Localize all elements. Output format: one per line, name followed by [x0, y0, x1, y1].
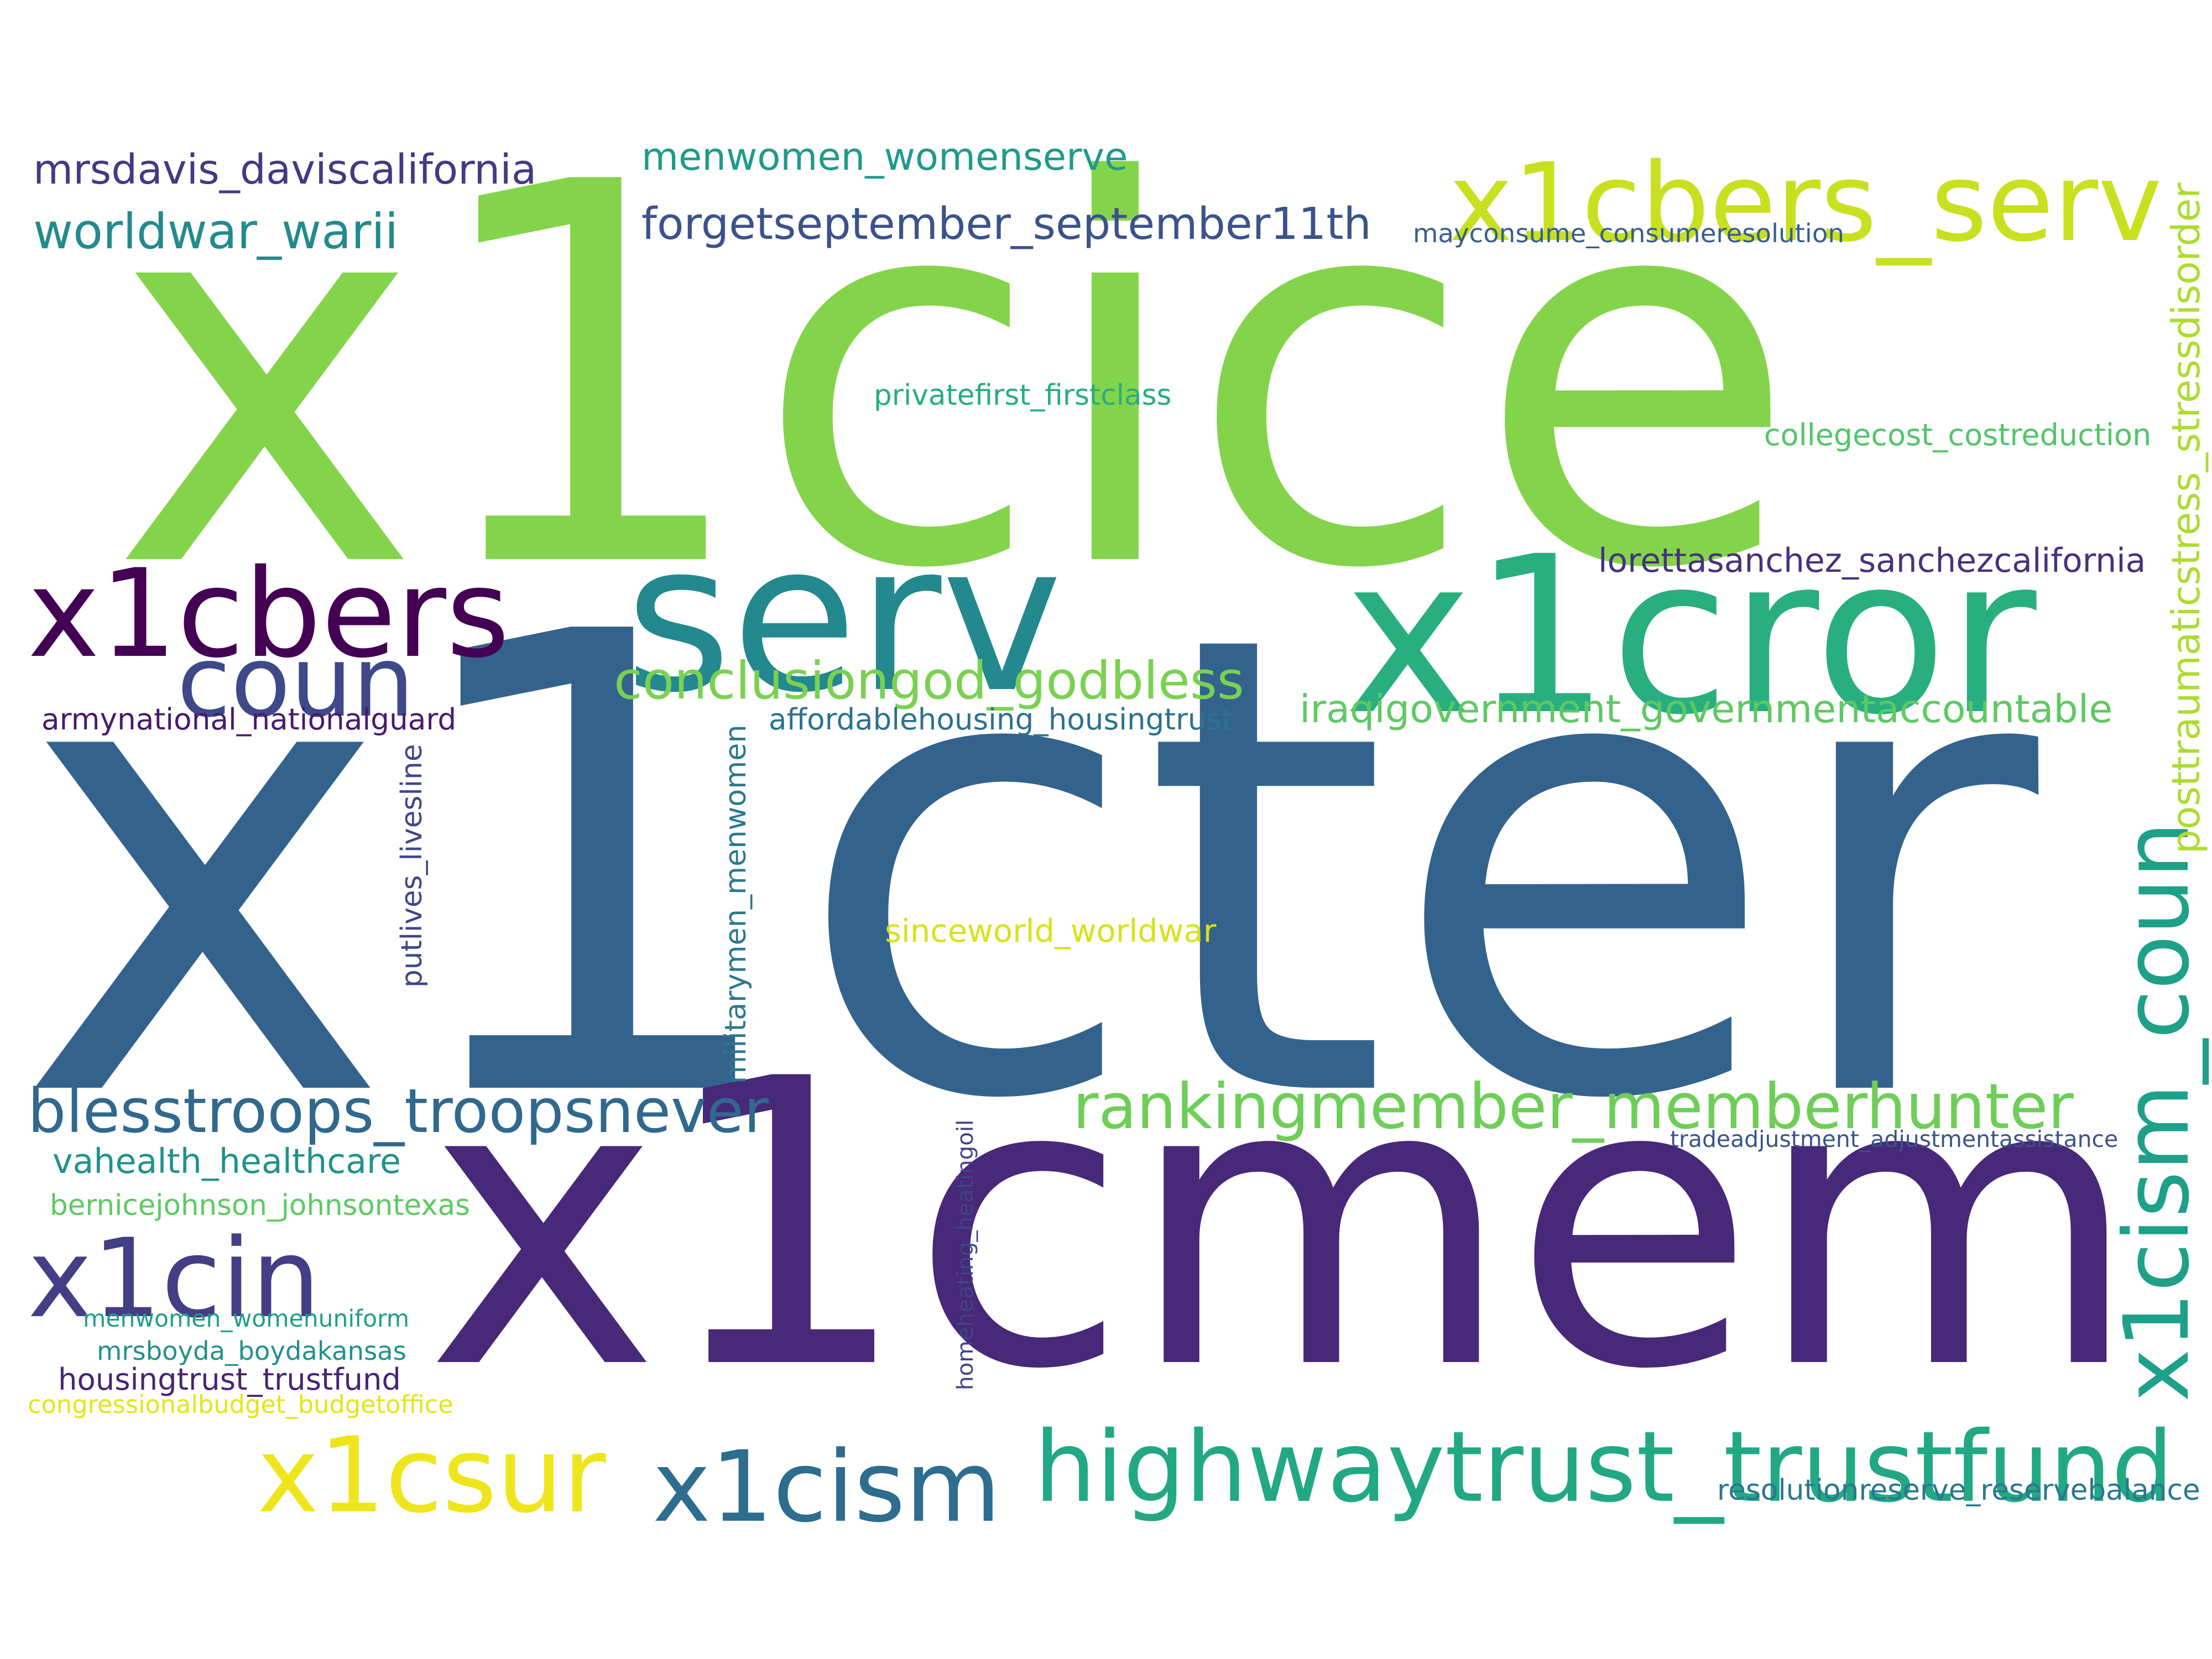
word: affordablehousing_housingtrust: [769, 702, 1234, 737]
word: menwomen_womenuniform: [83, 1306, 410, 1333]
word: collegecost_costreduction: [1764, 418, 2152, 452]
word: serv: [625, 500, 1063, 738]
word: mrsdavis_daviscalifornia: [33, 146, 537, 194]
word: menwomen_womenserve: [641, 135, 1128, 179]
word: bernicejohnson_johnsontexas: [50, 1189, 470, 1222]
word: tradeadjustment_adjustmentassistance: [1670, 1126, 2119, 1152]
word: posttraumaticstress_stressdisorder: [2164, 182, 2209, 854]
word: vahealth_healthcare: [53, 1141, 401, 1181]
word: highwaytrust_trustfund: [1034, 1410, 2174, 1524]
word: x1cbers: [28, 543, 510, 685]
word: x1cin: [28, 1215, 321, 1342]
word: x1cice: [111, 73, 1798, 683]
word: x1cism_coun: [2105, 821, 2209, 1402]
word: x1cbers_serv: [1449, 140, 2162, 266]
word: coun: [177, 625, 415, 739]
word: mayconsume_consumeresolution: [1413, 219, 1844, 249]
word: armynational_nationalguard: [41, 702, 457, 737]
word: lorettasanchez_sanchezcalifornia: [1598, 542, 2146, 580]
word: x1cter: [17, 500, 2039, 1237]
word: iraqigovernment_governmentaccountable: [1300, 687, 2113, 732]
word: x1cism: [653, 1430, 1001, 1544]
word: putlives_livesline: [395, 744, 429, 988]
word: blesstroops_troopsnever: [28, 1076, 769, 1146]
word: resolutionreserve_reservebalance: [1717, 1474, 2200, 1507]
word: x1cmem: [426, 996, 2140, 1455]
word: congressionalbudget_budgetoffice: [28, 1390, 453, 1419]
word: worldwar_warii: [33, 203, 399, 260]
word: x1csur: [257, 1415, 606, 1536]
word: housingtrust_trustfund: [58, 1362, 401, 1397]
word: forgetseptember_september11th: [641, 198, 1371, 249]
word: militarymen_menwomen: [719, 724, 753, 1084]
word: x1cror: [1344, 510, 2037, 763]
word: conclusiongod_godbless: [614, 651, 1244, 711]
word: sinceworld_worldwar: [885, 912, 1217, 950]
word: mrsboyda_boydakansas: [97, 1336, 406, 1366]
word: rankingmember_memberhunter: [1073, 1070, 2074, 1143]
word: homeheating_heatingoil: [952, 1119, 978, 1390]
word: privatefirst_firstclass: [874, 379, 1172, 412]
